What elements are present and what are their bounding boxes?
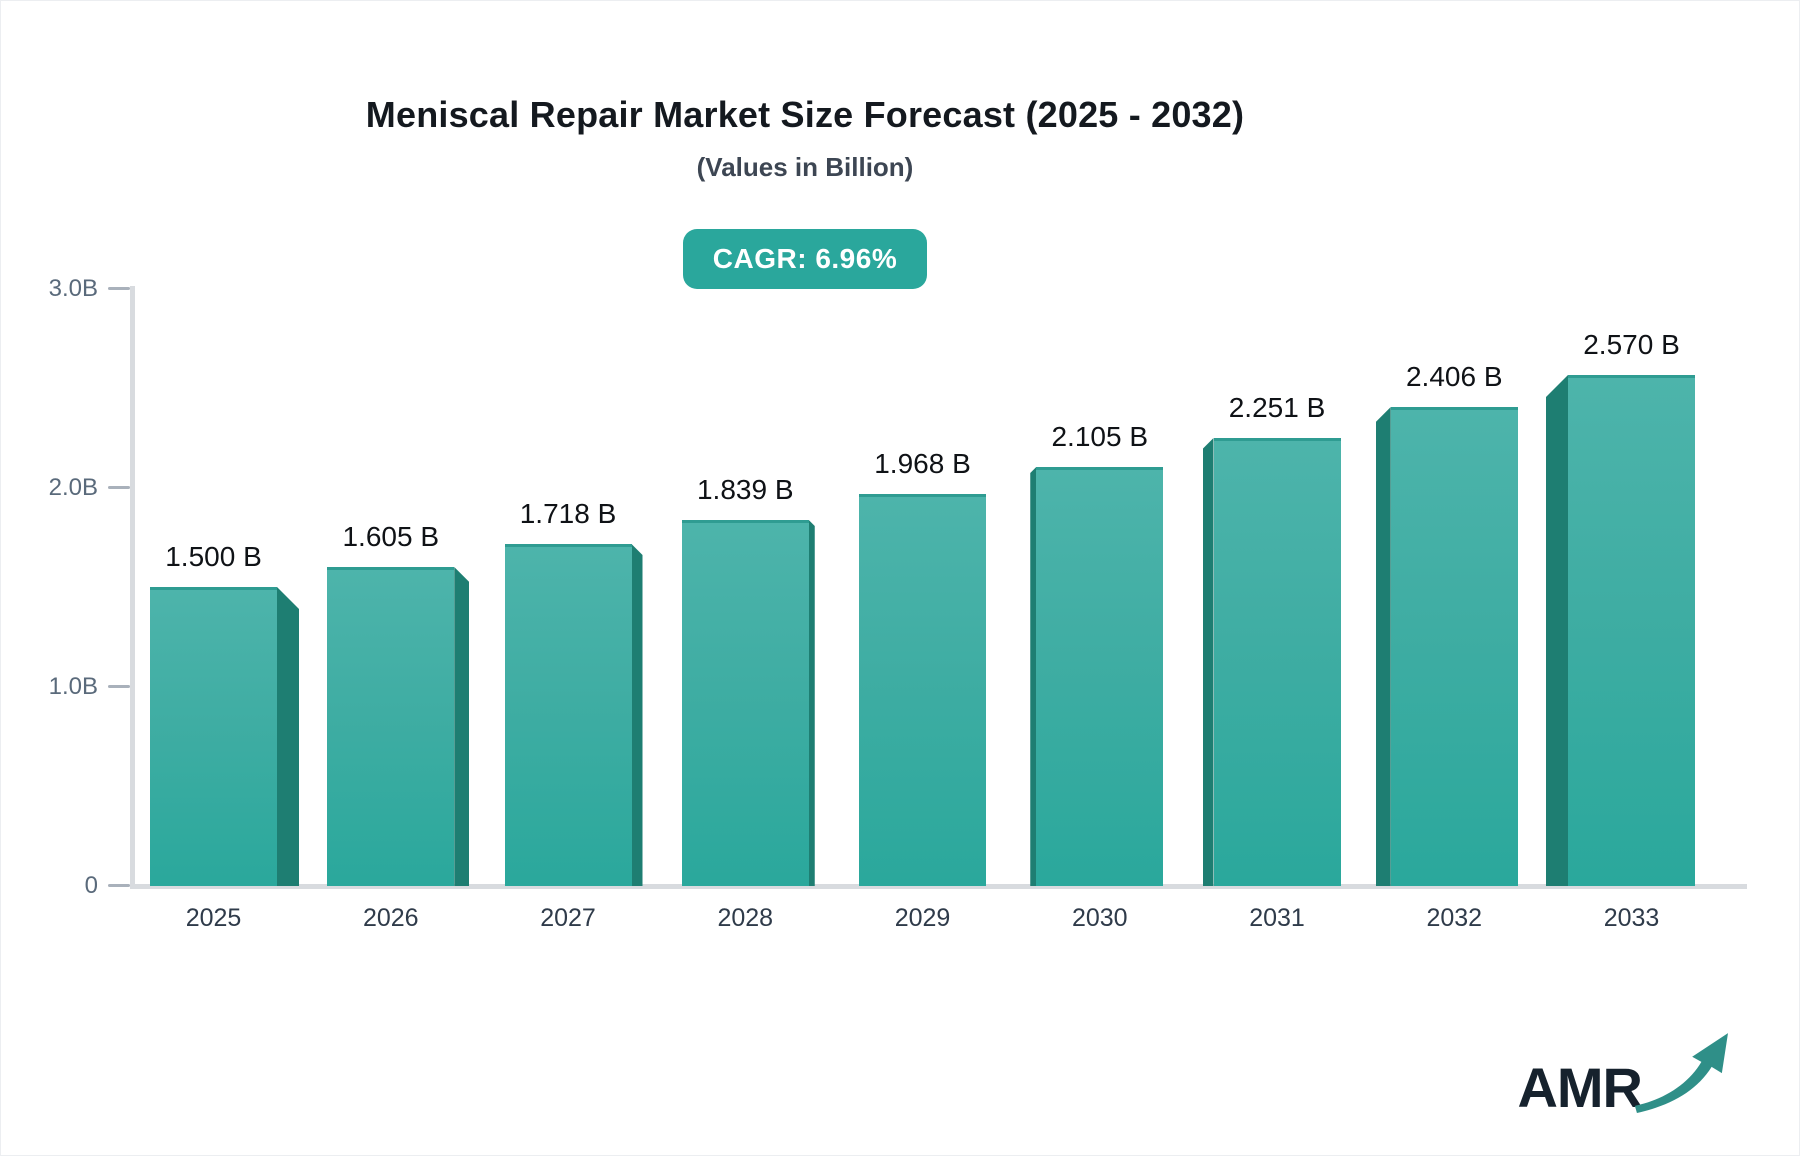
x-tick-label: 2025 xyxy=(185,904,242,932)
bar-side-face xyxy=(1375,407,1391,886)
y-tick-dash xyxy=(108,884,130,887)
y-tick-label: 2.0B xyxy=(48,474,98,501)
bar-value-label: 2.105 B xyxy=(1051,421,1149,452)
x-tick-label: 2032 xyxy=(1426,904,1483,932)
logo-text: AMR xyxy=(1517,1056,1643,1119)
y-tick-dash xyxy=(108,685,130,688)
y-axis-line xyxy=(130,286,135,886)
y-tick-label: 0 xyxy=(84,872,98,899)
bar-2027 xyxy=(504,544,632,886)
bar-value-label: 1.839 B xyxy=(696,474,794,505)
amr-logo: AMR xyxy=(1517,1026,1736,1116)
bar-2025 xyxy=(150,587,277,886)
x-axis-line xyxy=(130,884,1747,889)
x-tick-label: 2030 xyxy=(1071,904,1128,932)
y-tick-dash xyxy=(108,287,130,290)
chart-header: Meniscal Repair Market Size Forecast (20… xyxy=(0,0,1610,289)
bar-value-label: 1.605 B xyxy=(342,521,440,552)
bar-side-face xyxy=(1030,467,1037,886)
bar-2031 xyxy=(1213,438,1341,886)
x-tick-label: 2028 xyxy=(717,904,774,932)
bar-2032 xyxy=(1390,407,1518,886)
bar-2026 xyxy=(327,567,455,886)
chart-subtitle: (Values in Billion) xyxy=(696,152,914,182)
bar-side-face xyxy=(277,587,299,886)
bar-value-label: 2.251 B xyxy=(1228,392,1326,423)
chart-title: Meniscal Repair Market Size Forecast (20… xyxy=(365,94,1245,135)
x-tick-label: 2031 xyxy=(1249,904,1305,932)
x-tick-label: 2027 xyxy=(540,904,596,932)
x-tick-label: 2026 xyxy=(362,904,419,932)
bar-value-label: 2.406 B xyxy=(1405,361,1503,392)
bar-value-label: 1.500 B xyxy=(165,541,262,572)
bar-2028 xyxy=(681,520,809,886)
bar-2030 xyxy=(1036,467,1164,886)
bar-side-face xyxy=(808,520,815,886)
bar-2033 xyxy=(1568,375,1695,886)
bar-side-face xyxy=(1546,375,1568,886)
bar-value-label: 1.718 B xyxy=(519,498,617,529)
bar-value-label: 1.968 B xyxy=(874,448,971,479)
bar-value-label: 2.570 B xyxy=(1583,329,1680,360)
trend-up-arrow-icon xyxy=(1634,1033,1728,1113)
bar-side-face xyxy=(1202,438,1214,886)
bar-side-face xyxy=(454,567,470,886)
bar-2029 xyxy=(859,494,986,886)
y-tick-label: 3.0B xyxy=(48,275,98,302)
y-tick-dash xyxy=(108,486,130,489)
x-tick-label: 2029 xyxy=(894,904,951,932)
cagr-badge: CAGR: 6.96% xyxy=(682,229,928,289)
x-tick-label: 2033 xyxy=(1603,904,1660,932)
y-tick-label: 1.0B xyxy=(48,673,98,700)
bar-side-face xyxy=(631,544,643,886)
